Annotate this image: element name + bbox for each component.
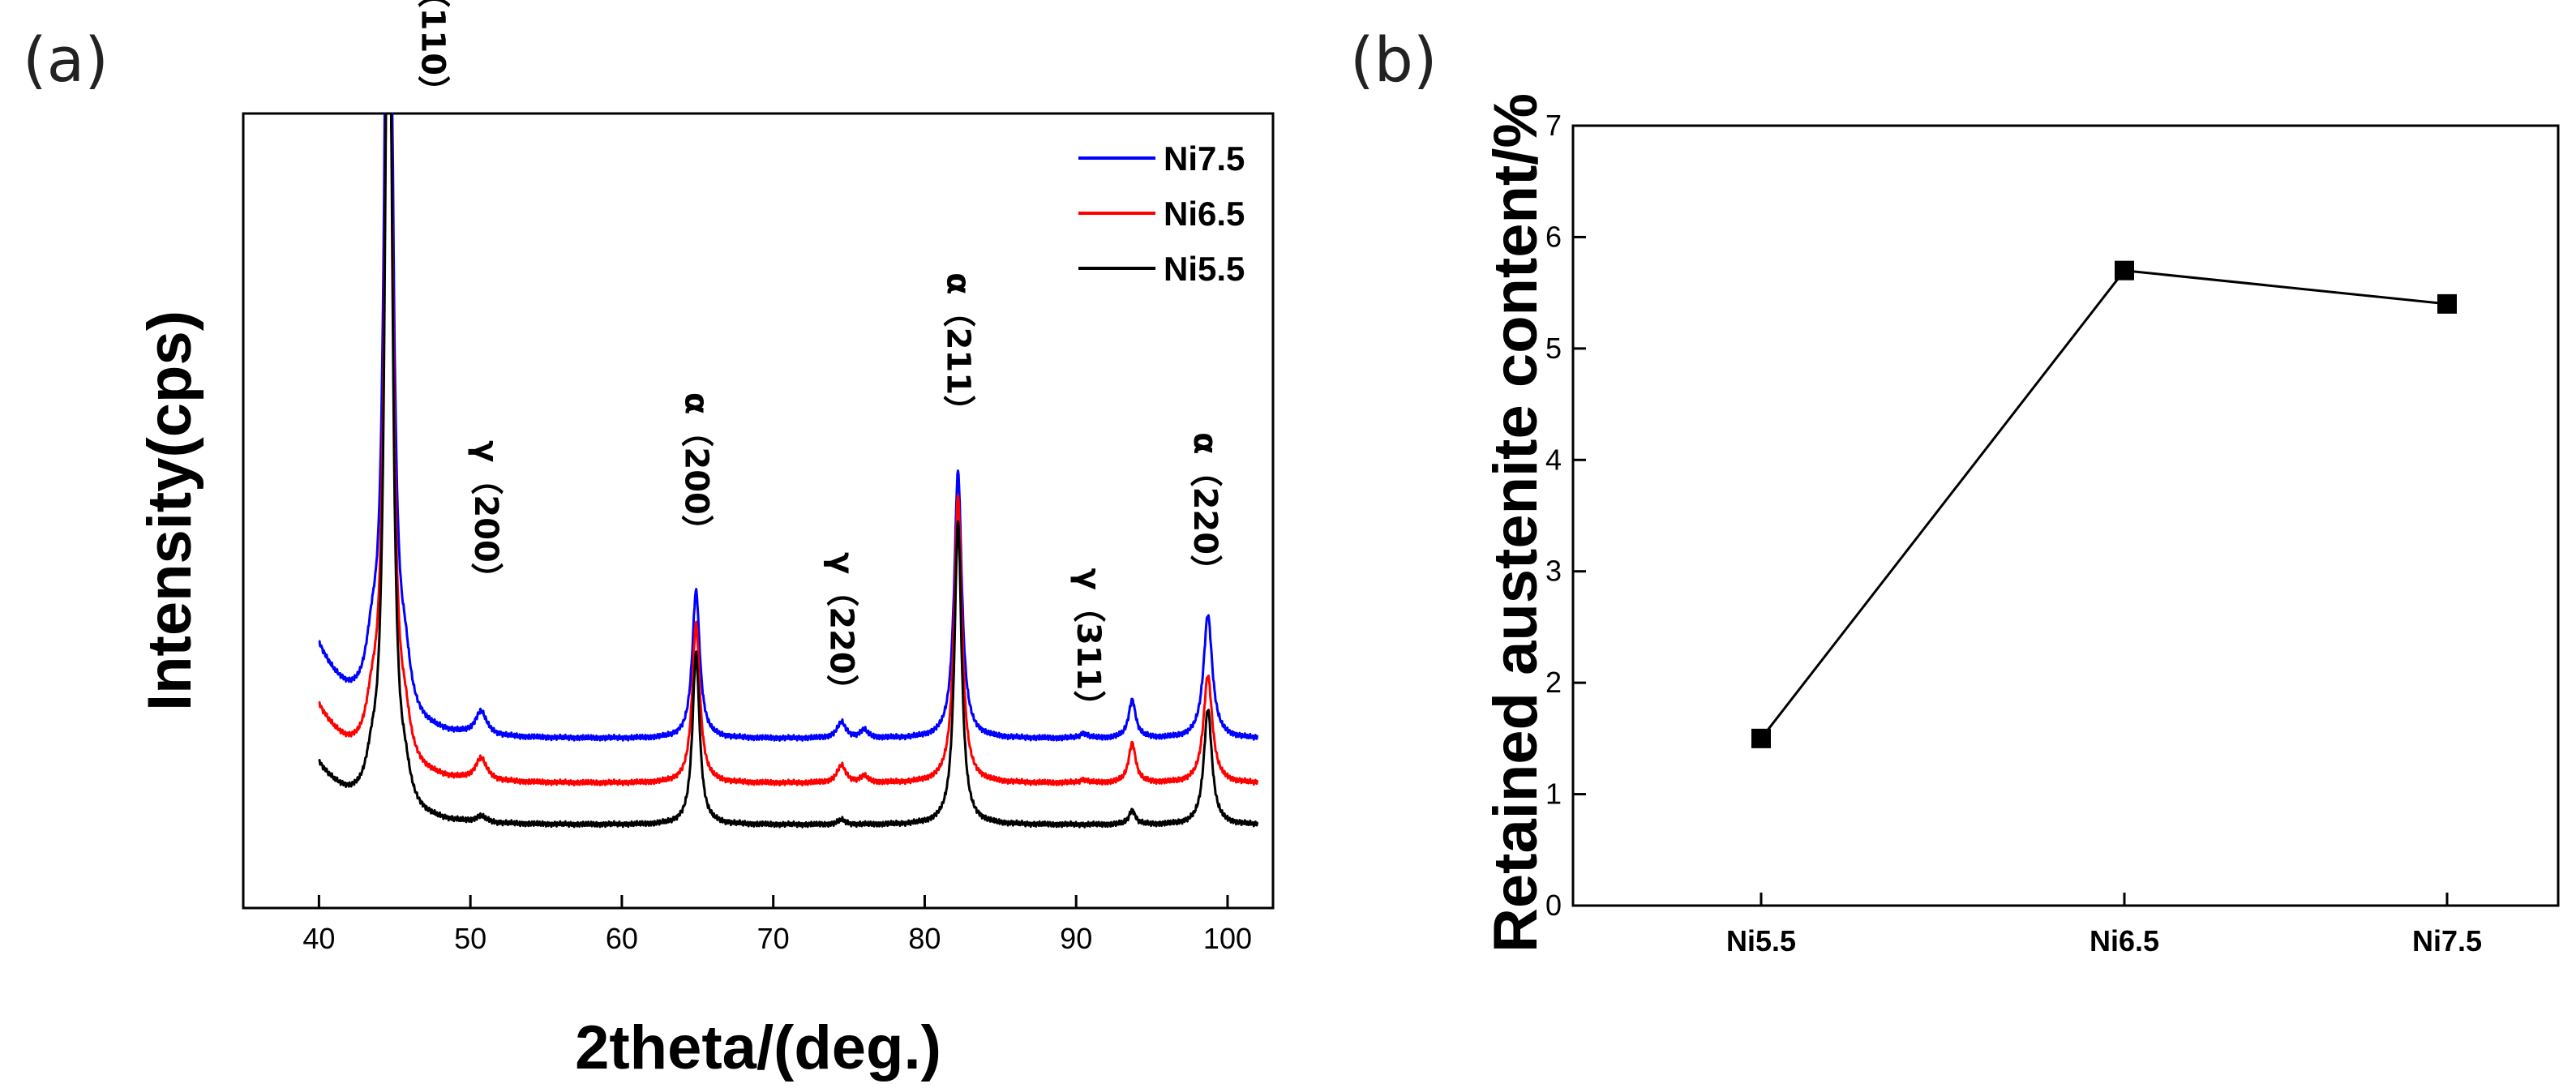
y-tick-label-b: 7 [1545, 109, 1562, 142]
peak-annotation: γ（311） [1069, 568, 1107, 723]
plot-frame-b [1571, 124, 2560, 907]
x-tick-label-a: 50 [454, 922, 486, 955]
y-tick-label-b: 5 [1545, 332, 1562, 365]
legend-label: Ni7.5 [1164, 139, 1245, 178]
y-axis-ticks-b: 0 1 2 3 4 5 6 7 [1545, 109, 1586, 922]
y-axis-label-a: Intensity(cps) [135, 311, 204, 711]
y-tick-label-b: 1 [1545, 777, 1562, 811]
x-tick-label-b: Ni7.5 [2412, 924, 2482, 957]
plot-frame-a [242, 112, 1275, 910]
peak-annotation: α（211） [940, 272, 977, 427]
x-tick-label-a: 80 [908, 922, 941, 955]
xrd-patterns [318, 112, 1259, 829]
y-tick-label-b: 6 [1545, 220, 1562, 253]
legend-label: Ni5.5 [1164, 250, 1245, 288]
panel-label-a: (a) [23, 24, 109, 96]
legend-label: Ni6.5 [1164, 195, 1245, 233]
data-point-ni6-5 [2115, 260, 2134, 281]
peak-annotations: α（110） γ（200） α（200） γ（220） α（211） γ（311） α（22… [414, 0, 1224, 722]
y-tick-label-b: 3 [1545, 555, 1562, 588]
data-point-ni5-5 [1751, 728, 1771, 748]
x-axis-label-a: 2theta/(deg.) [575, 1013, 941, 1082]
chart-a: (a) 40 50 60 70 80 90 100 α（110） γ（200） α（200） γ（… [23, 0, 1275, 1082]
x-axis-ticks-b: Ni5.5 Ni6.5 Ni7.5 [1726, 893, 2482, 957]
peak-annotation: γ（220） [823, 552, 860, 707]
x-tick-label-a: 90 [1060, 922, 1092, 955]
peak-annotation: α（200） [677, 392, 714, 547]
x-axis-ticks-a: 40 50 60 70 80 90 100 [302, 895, 1252, 955]
austenite-line [1759, 269, 2448, 739]
x-tick-label-b: Ni5.5 [1726, 924, 1796, 957]
chart-b: (b) 0 1 2 3 4 5 6 7 Ni5.5 Ni6.5 Ni7.5 Retained au… [1350, 24, 2560, 957]
panel-label-b: (b) [1350, 24, 1438, 96]
series-line-ni5-5 [318, 112, 1259, 829]
y-tick-label-b: 0 [1545, 889, 1562, 922]
y-tick-label-b: 4 [1545, 443, 1562, 476]
legend-a: Ni7.5 Ni6.5 Ni5.5 [1078, 139, 1245, 288]
x-tick-label-a: 100 [1203, 922, 1252, 955]
x-tick-label-a: 60 [606, 922, 638, 955]
peak-annotation: α（220） [1186, 432, 1224, 587]
x-tick-label-a: 40 [302, 922, 335, 955]
peak-annotation: γ（200） [467, 440, 504, 595]
x-tick-label-b: Ni6.5 [2090, 924, 2159, 957]
peak-annotation: α（110） [414, 0, 452, 108]
x-tick-label-a: 70 [757, 922, 790, 955]
data-point-ni7-5 [2437, 293, 2457, 314]
series-line-ni7-5 [318, 112, 1259, 742]
y-axis-label-b: Retained austenite content/% [1481, 93, 1550, 953]
retained-austenite-series [1751, 260, 2457, 748]
y-tick-label-b: 2 [1545, 666, 1562, 699]
series-line-ni6-5 [318, 112, 1259, 787]
